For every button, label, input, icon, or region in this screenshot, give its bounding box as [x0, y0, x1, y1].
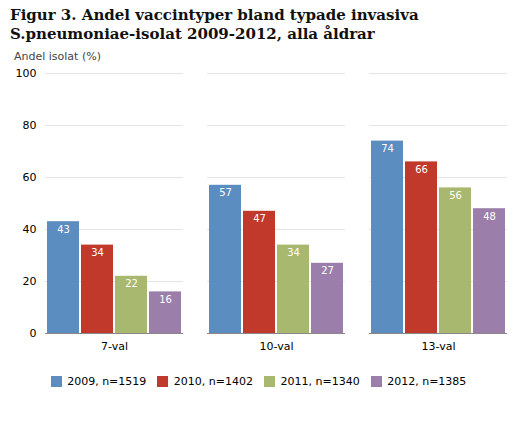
svg-text:27: 27 — [321, 265, 334, 276]
svg-text:13-val: 13-val — [422, 340, 456, 353]
html-text:Figur 3. Andel vaccintyper bla: Figur 3. Andel vaccintyper bland typade … — [10, 6, 419, 24]
svg-text:74: 74 — [381, 143, 394, 154]
html-text:S.pneumoniae-isolat 2009-2012,: S.pneumoniae-isolat 2009-2012, alla åldr… — [10, 24, 375, 43]
svg-text:34: 34 — [287, 247, 300, 258]
html-text:2012, n=1385: 2012, n=1385 — [387, 374, 467, 388]
html-text:Andel isolat (%): Andel isolat (%) — [14, 49, 101, 63]
svg-text:66: 66 — [415, 164, 428, 175]
svg-text:10-val: 10-val — [260, 340, 294, 353]
html-text:2010, n=1402: 2010, n=1402 — [173, 374, 253, 388]
svg-text:43: 43 — [57, 223, 70, 234]
svg-text:34: 34 — [91, 247, 104, 258]
html-text:2009, n=1519: 2009, n=1519 — [67, 374, 147, 388]
html-text:2011, n=1340: 2011, n=1340 — [280, 374, 360, 388]
svg-text:60: 60 — [23, 171, 37, 184]
svg-text:7-val: 7-val — [101, 340, 128, 353]
svg-text:48: 48 — [483, 210, 496, 221]
svg-text:40: 40 — [23, 223, 37, 236]
svg-text:100: 100 — [16, 67, 37, 80]
svg-text:47: 47 — [253, 213, 266, 224]
svg-text:20: 20 — [23, 275, 37, 288]
svg-text:80: 80 — [23, 119, 37, 132]
svg-text:16: 16 — [159, 294, 172, 305]
svg-text:56: 56 — [449, 190, 462, 201]
svg-text:57: 57 — [219, 187, 232, 198]
svg-text:0: 0 — [30, 327, 37, 340]
svg-text:22: 22 — [125, 278, 138, 289]
